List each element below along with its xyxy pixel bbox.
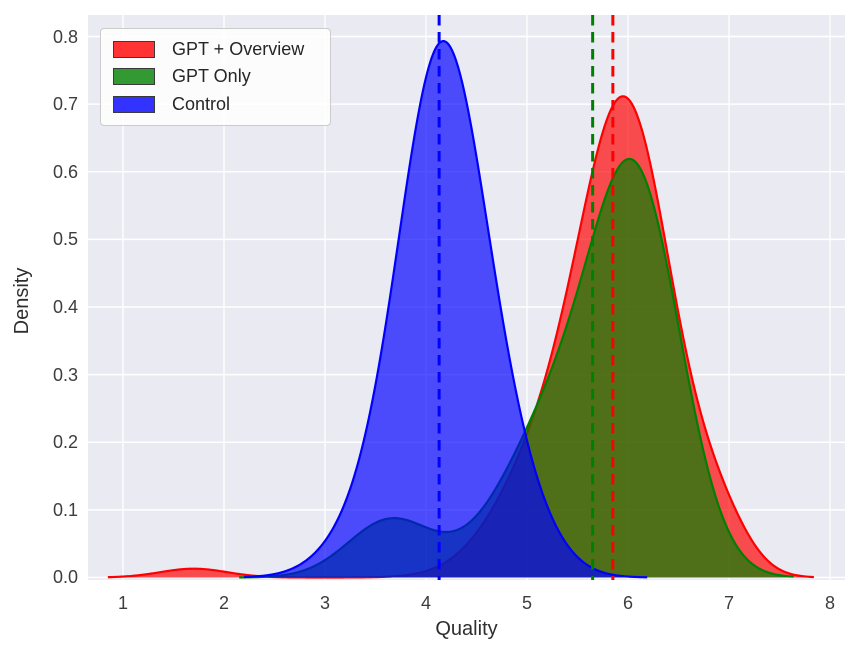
x-tick-label: 7 [723, 593, 734, 613]
y-tick-label: 0.7 [52, 94, 78, 115]
x-tick-label: 2 [218, 593, 229, 613]
legend: GPT + Overview GPT Only Control [100, 28, 331, 126]
y-tick-label: 0.6 [52, 161, 78, 182]
x-axis-label: Quality [435, 618, 498, 640]
y-tick-label: 0.1 [52, 499, 78, 520]
legend-label: GPT + Overview [172, 39, 305, 60]
x-tick-label: 1 [117, 593, 128, 613]
kde-line [244, 40, 648, 579]
legend-swatch-icon [113, 41, 155, 59]
y-tick-label: 0.2 [52, 432, 78, 453]
y-tick-label: 0.0 [52, 567, 78, 588]
x-tick-label: 6 [622, 593, 633, 613]
kde-fill [244, 41, 649, 578]
legend-item: GPT + Overview [113, 39, 318, 60]
y-tick-label: 0.8 [52, 26, 78, 47]
legend-swatch-icon [113, 95, 155, 113]
y-tick-label: 0.4 [52, 297, 78, 317]
legend-label: Control [172, 93, 231, 114]
kde-fill [239, 158, 795, 578]
legend-label: GPT Only [172, 66, 251, 87]
x-tick-label: 4 [420, 593, 431, 613]
y-tick-label: 0.5 [52, 229, 78, 250]
x-tick-label: 3 [319, 593, 330, 613]
y-tick-label: 0.3 [52, 364, 78, 385]
x-tick-label: 5 [521, 593, 532, 613]
legend-item: Control [113, 94, 318, 115]
x-tick-label: 8 [824, 593, 835, 613]
legend-item: GPT Only [113, 66, 318, 87]
legend-swatch-icon [113, 68, 155, 86]
